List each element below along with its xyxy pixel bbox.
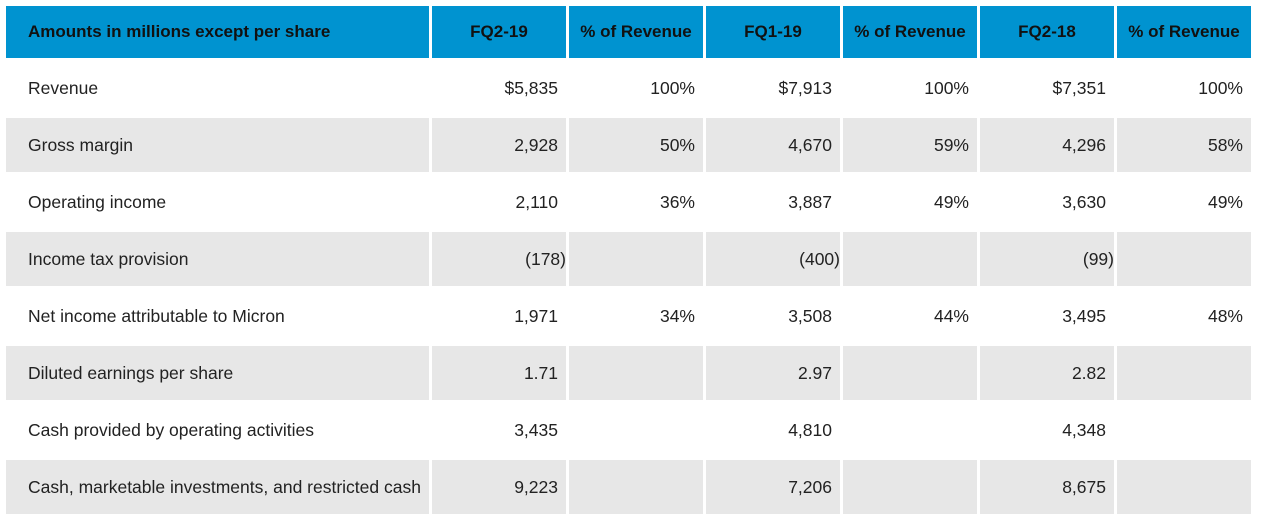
cell-value: 3,630 xyxy=(980,175,1114,229)
cell-value xyxy=(569,403,703,457)
cell-value: (178) xyxy=(432,232,566,286)
cell-value xyxy=(843,232,977,286)
cell-value: 1.71 xyxy=(432,346,566,400)
header-fq2-18: FQ2-18 xyxy=(980,6,1114,58)
cell-value: 44% xyxy=(843,289,977,343)
row-label: Diluted earnings per share xyxy=(6,346,429,400)
table-row: Income tax provision (178) (400) (99) xyxy=(6,232,1251,286)
table-row: Operating income 2,110 36% 3,887 49% 3,6… xyxy=(6,175,1251,229)
cell-value: 100% xyxy=(1117,61,1251,115)
cell-value: 4,348 xyxy=(980,403,1114,457)
cell-value: 3,508 xyxy=(706,289,840,343)
table-row: Cash provided by operating activities 3,… xyxy=(6,403,1251,457)
table-row: Revenue $5,835 100% $7,913 100% $7,351 1… xyxy=(6,61,1251,115)
row-label: Gross margin xyxy=(6,118,429,172)
cell-value: 9,223 xyxy=(432,460,566,514)
row-label: Operating income xyxy=(6,175,429,229)
cell-value xyxy=(1117,403,1251,457)
cell-value xyxy=(569,232,703,286)
header-fq1-19: FQ1-19 xyxy=(706,6,840,58)
cell-value: 4,810 xyxy=(706,403,840,457)
cell-value: $5,835 xyxy=(432,61,566,115)
cell-value xyxy=(843,346,977,400)
cell-value xyxy=(1117,460,1251,514)
cell-value: 2.97 xyxy=(706,346,840,400)
row-label: Cash, marketable investments, and restri… xyxy=(6,460,429,514)
row-label: Cash provided by operating activities xyxy=(6,403,429,457)
row-label: Net income attributable to Micron xyxy=(6,289,429,343)
table-row: Diluted earnings per share 1.71 2.97 2.8… xyxy=(6,346,1251,400)
cell-value: 2.82 xyxy=(980,346,1114,400)
cell-value: 50% xyxy=(569,118,703,172)
cell-value: 4,670 xyxy=(706,118,840,172)
cell-value xyxy=(1117,346,1251,400)
cell-value: (99) xyxy=(980,232,1114,286)
cell-value xyxy=(843,403,977,457)
cell-value: 7,206 xyxy=(706,460,840,514)
cell-value: 1,971 xyxy=(432,289,566,343)
cell-value: 48% xyxy=(1117,289,1251,343)
cell-value: 3,495 xyxy=(980,289,1114,343)
cell-value: 58% xyxy=(1117,118,1251,172)
financial-summary-table: Amounts in millions except per share FQ2… xyxy=(3,3,1254,517)
cell-value: 3,435 xyxy=(432,403,566,457)
cell-value: 59% xyxy=(843,118,977,172)
cell-value xyxy=(843,460,977,514)
cell-value: 2,928 xyxy=(432,118,566,172)
header-label: Amounts in millions except per share xyxy=(6,6,429,58)
table-row: Gross margin 2,928 50% 4,670 59% 4,296 5… xyxy=(6,118,1251,172)
cell-value: $7,913 xyxy=(706,61,840,115)
cell-value: 2,110 xyxy=(432,175,566,229)
cell-value: 8,675 xyxy=(980,460,1114,514)
cell-value: 100% xyxy=(843,61,977,115)
cell-value: 3,887 xyxy=(706,175,840,229)
table-header-row: Amounts in millions except per share FQ2… xyxy=(6,6,1251,58)
cell-value: 100% xyxy=(569,61,703,115)
row-label: Income tax provision xyxy=(6,232,429,286)
cell-value: 34% xyxy=(569,289,703,343)
cell-value: 4,296 xyxy=(980,118,1114,172)
header-pct-revenue-fq1-19: % of Revenue xyxy=(843,6,977,58)
table-row: Cash, marketable investments, and restri… xyxy=(6,460,1251,514)
header-fq2-19: FQ2-19 xyxy=(432,6,566,58)
cell-value: (400) xyxy=(706,232,840,286)
cell-value: 49% xyxy=(843,175,977,229)
table-row: Net income attributable to Micron 1,971 … xyxy=(6,289,1251,343)
row-label: Revenue xyxy=(6,61,429,115)
cell-value xyxy=(569,346,703,400)
cell-value: $7,351 xyxy=(980,61,1114,115)
cell-value: 49% xyxy=(1117,175,1251,229)
cell-value xyxy=(569,460,703,514)
header-pct-revenue-fq2-19: % of Revenue xyxy=(569,6,703,58)
header-pct-revenue-fq2-18: % of Revenue xyxy=(1117,6,1251,58)
cell-value xyxy=(1117,232,1251,286)
cell-value: 36% xyxy=(569,175,703,229)
